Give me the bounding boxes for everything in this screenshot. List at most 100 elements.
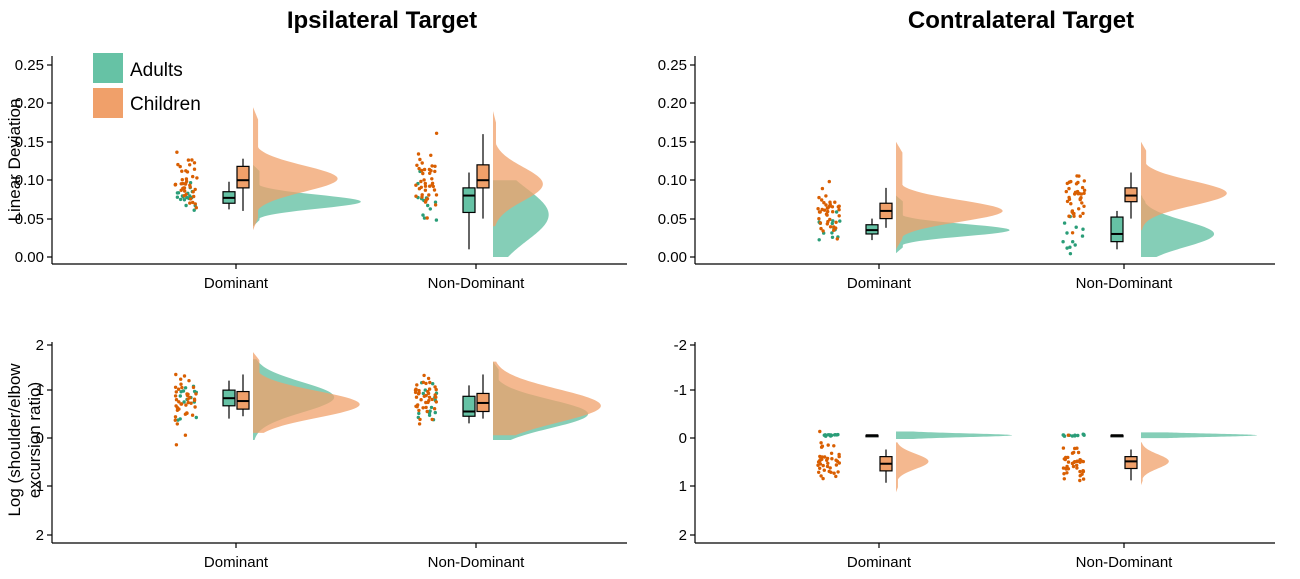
point-children xyxy=(181,181,185,186)
point-adults xyxy=(1061,433,1065,437)
point-children xyxy=(428,380,432,385)
point-children xyxy=(837,208,841,212)
x-tick-label: Dominant xyxy=(204,554,269,571)
point-children xyxy=(1069,202,1073,206)
point-children xyxy=(821,476,825,481)
point-children xyxy=(422,178,426,182)
y-tick-label: 1 xyxy=(679,478,687,495)
point-children xyxy=(427,395,432,399)
point-children xyxy=(1066,433,1071,437)
point-children xyxy=(173,415,178,419)
point-adults xyxy=(431,382,435,386)
legend-children-label: Children xyxy=(130,94,201,115)
point-children xyxy=(174,390,178,394)
point-adults xyxy=(831,219,835,223)
point-children xyxy=(414,183,418,187)
point-children xyxy=(184,177,189,181)
point-children xyxy=(194,392,198,396)
violin-adults xyxy=(896,431,1012,440)
point-children xyxy=(1076,450,1081,455)
point-children xyxy=(834,474,838,479)
point-children xyxy=(424,400,428,405)
point-adults xyxy=(194,415,198,420)
point-children xyxy=(1078,460,1082,464)
y-tick-label: 0.25 xyxy=(15,57,44,74)
point-children xyxy=(180,385,184,390)
point-children xyxy=(419,398,423,402)
point-children xyxy=(833,200,837,204)
point-children xyxy=(417,391,421,395)
point-children xyxy=(819,441,823,445)
point-children xyxy=(1070,210,1075,214)
point-children xyxy=(415,405,419,409)
point-adults xyxy=(830,231,834,235)
point-children xyxy=(423,181,427,186)
y-tick-label: 0.15 xyxy=(15,134,44,151)
point-adults xyxy=(1074,225,1078,229)
point-children xyxy=(1078,469,1082,474)
point-children xyxy=(828,466,832,470)
point-children xyxy=(827,179,831,184)
point-adults xyxy=(1068,252,1073,256)
point-children xyxy=(818,462,823,466)
point-adults xyxy=(176,191,181,195)
point-children xyxy=(421,406,425,410)
point-adults xyxy=(834,210,839,214)
point-children xyxy=(433,385,437,389)
point-children xyxy=(419,179,423,184)
point-children xyxy=(193,405,197,409)
point-adults xyxy=(176,418,180,422)
point-children xyxy=(1062,477,1067,481)
point-children xyxy=(1061,446,1066,450)
point-children xyxy=(824,194,828,198)
violin-children xyxy=(1141,141,1227,231)
point-children xyxy=(1070,231,1075,235)
point-adults xyxy=(1062,221,1067,225)
point-children xyxy=(427,193,431,197)
point-children xyxy=(831,210,835,214)
point-children xyxy=(837,452,841,457)
point-children xyxy=(1078,478,1082,483)
point-children xyxy=(174,404,178,408)
y-tick-label: 0.25 xyxy=(658,57,687,74)
point-children xyxy=(818,458,822,462)
point-children xyxy=(826,443,830,447)
point-children xyxy=(425,409,429,414)
point-adults xyxy=(179,390,183,394)
ylabel-log-ratio-line2: excursion ratio) xyxy=(25,382,44,498)
point-children xyxy=(830,457,834,461)
violin-adults xyxy=(1141,432,1257,439)
legend-children-swatch xyxy=(93,88,123,118)
point-children xyxy=(821,229,825,233)
point-adults xyxy=(1068,245,1072,249)
point-adults xyxy=(829,433,833,437)
point-adults xyxy=(417,411,421,416)
point-children xyxy=(822,468,826,472)
panel-ipsilateral-linear: 0.00 0.05 0.10 0.15 0.20 0.25 Dominant Non-Domi… xyxy=(15,56,627,292)
violin-children xyxy=(493,111,543,227)
point-children xyxy=(826,461,830,465)
point-children xyxy=(1075,446,1079,450)
point-adults xyxy=(1073,243,1077,247)
point-children xyxy=(819,445,824,449)
point-children xyxy=(1067,214,1071,218)
point-children xyxy=(192,194,196,199)
point-children xyxy=(1072,450,1076,455)
point-children xyxy=(422,373,426,378)
point-children xyxy=(193,202,197,206)
violin-children xyxy=(896,442,929,493)
point-children xyxy=(413,390,418,395)
point-children xyxy=(426,376,431,381)
point-children xyxy=(179,382,183,386)
ylabel-log-ratio-line1: Log (shoulder/elbow xyxy=(5,363,24,517)
violin-children xyxy=(253,352,360,433)
point-children xyxy=(1067,186,1071,191)
point-children xyxy=(416,152,421,156)
point-children xyxy=(1078,474,1082,478)
box-children xyxy=(236,165,250,189)
point-children xyxy=(1067,195,1071,200)
y-tick-label: 0.10 xyxy=(15,172,44,189)
point-adults xyxy=(434,218,439,222)
point-children xyxy=(183,182,188,186)
point-children xyxy=(173,385,178,389)
